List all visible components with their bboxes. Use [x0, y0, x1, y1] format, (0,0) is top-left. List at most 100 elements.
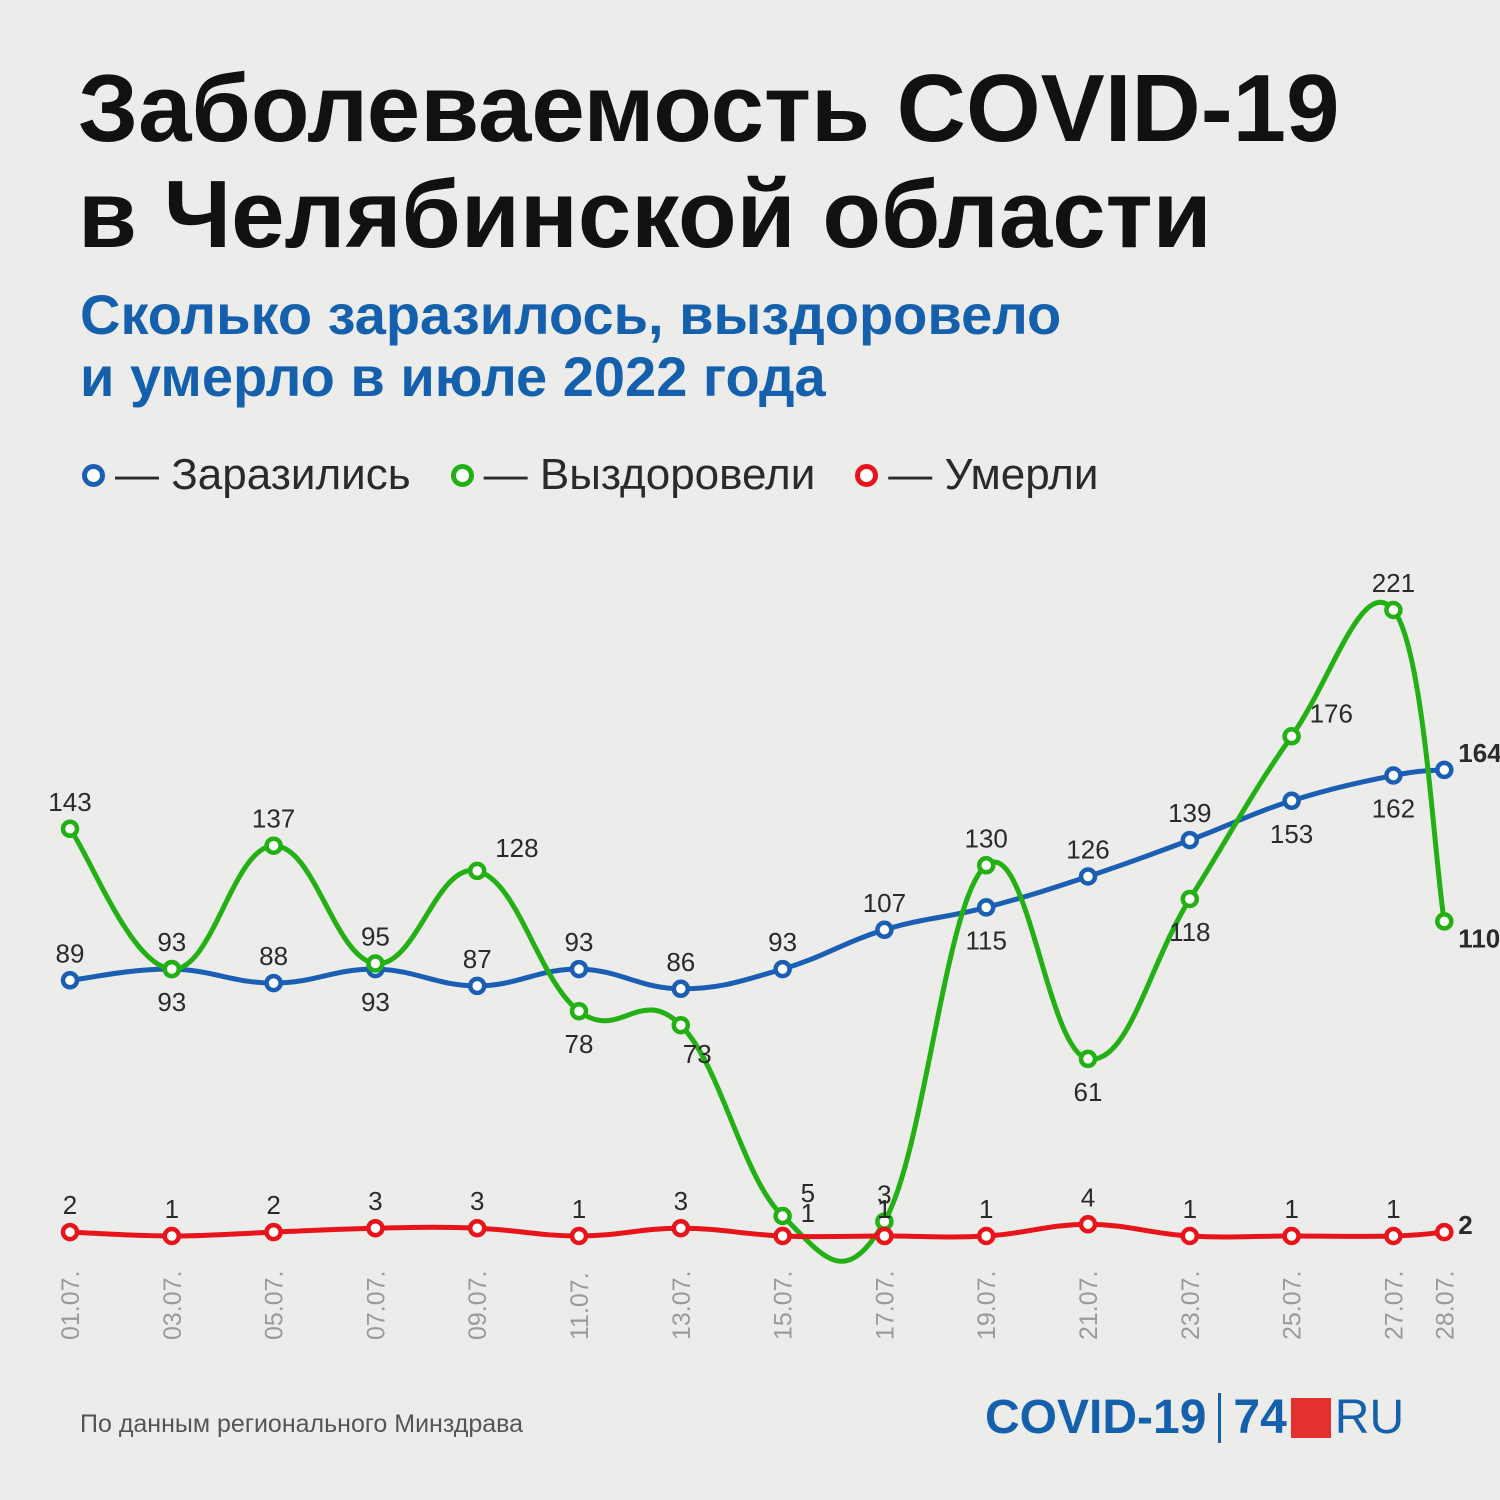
x-tick-label: 28.07. — [1431, 1270, 1459, 1340]
data-point-deaths — [467, 1218, 487, 1238]
subtitle-line-2: и умерло в июле 2022 года — [80, 345, 826, 408]
data-label-recovered: 95 — [361, 922, 390, 952]
brand-ru: RU — [1334, 1391, 1405, 1444]
data-point-recovered — [773, 1206, 792, 1226]
data-label-recovered: 221 — [1372, 568, 1415, 598]
data-point-deaths — [1384, 1226, 1403, 1246]
data-point-infected — [1180, 830, 1200, 850]
title-line-1: Заболеваемость COVID-19 — [78, 55, 1340, 162]
data-label-infected: 115 — [965, 925, 1006, 955]
data-point-recovered — [1435, 912, 1454, 931]
data-label-infected: 164 — [1458, 738, 1500, 768]
data-point-infected — [773, 959, 792, 979]
data-label-deaths: 1 — [801, 1198, 815, 1228]
data-label-deaths: 1 — [165, 1194, 179, 1224]
data-point-deaths — [1435, 1222, 1454, 1242]
data-point-deaths — [671, 1218, 691, 1238]
data-point-deaths — [875, 1226, 894, 1246]
page-title: Заболеваемость COVID-19 в Челябинской об… — [78, 56, 1339, 268]
data-label-recovered: 118 — [1169, 917, 1210, 947]
data-label-recovered: 5 — [801, 1178, 815, 1208]
data-label-deaths: 3 — [674, 1186, 688, 1216]
data-label-infected: 153 — [1270, 819, 1313, 849]
series-line-recovered — [67, 599, 1447, 1264]
data-label-infected: 126 — [1066, 835, 1109, 865]
data-label-recovered: 78 — [565, 1029, 594, 1059]
data-point-infected — [1435, 760, 1454, 780]
data-point-recovered — [1384, 600, 1403, 620]
series-infected: 89 93 88 93 87 93 86 93 107 115 126 139 153 162 164 — [56, 738, 1500, 1017]
data-point-deaths — [1078, 1215, 1098, 1234]
x-tick-label: 27.07. — [1380, 1270, 1408, 1340]
legend-item-infected: — Заразились — [82, 450, 411, 500]
data-label-deaths: 1 — [877, 1194, 891, 1224]
source-note: По данным регионального Минздрава — [80, 1410, 524, 1438]
data-point-infected — [60, 971, 80, 990]
x-tick-label: 19.07. — [973, 1270, 1001, 1340]
data-point-deaths — [1282, 1226, 1301, 1246]
brand-covid-text: COVID-19 — [985, 1391, 1207, 1444]
legend-label-deaths: — Умерли — [888, 450, 1099, 499]
data-label-deaths: 1 — [1386, 1194, 1400, 1224]
legend-item-deaths: — Умерли — [855, 450, 1098, 500]
data-label-recovered: 130 — [965, 823, 1008, 853]
x-tick-label: 03.07. — [159, 1270, 187, 1340]
data-label-recovered: 61 — [1074, 1077, 1103, 1107]
title-line-2: в Челябинской области — [78, 161, 1212, 268]
x-tick-label: 13.07. — [668, 1270, 696, 1340]
data-point-recovered — [671, 1015, 691, 1035]
data-label-recovered: 110 — [1458, 923, 1500, 953]
data-label-deaths: 3 — [368, 1186, 382, 1216]
brand-divider — [1218, 1392, 1222, 1443]
brand-logo: COVID-19 74 RU — [985, 1390, 1404, 1445]
x-tick-label: 11.07. — [566, 1272, 594, 1340]
x-tick-label: 15.07. — [770, 1270, 798, 1340]
data-point-deaths — [162, 1226, 182, 1246]
data-point-infected — [671, 979, 691, 999]
data-point-infected — [1282, 791, 1301, 811]
data-point-recovered — [264, 836, 283, 855]
data-label-recovered: 143 — [48, 787, 91, 817]
data-label-deaths: 4 — [1081, 1182, 1095, 1212]
data-point-deaths — [569, 1226, 589, 1246]
data-point-infected — [875, 920, 894, 940]
data-point-recovered — [467, 861, 487, 881]
series-deaths: 2 1 2 3 3 1 3 1 1 1 4 1 1 12 — [60, 1182, 1473, 1246]
data-point-infected — [1078, 867, 1098, 886]
data-label-deaths: 2 — [1458, 1210, 1472, 1240]
data-point-infected — [976, 898, 996, 917]
data-label-infected: 93 — [361, 987, 390, 1017]
brand-number: 74 — [1233, 1391, 1287, 1444]
x-tick-label: 01.07. — [57, 1270, 85, 1340]
data-point-deaths — [366, 1218, 385, 1238]
data-label-deaths: 1 — [1183, 1194, 1197, 1224]
data-label-deaths: 2 — [63, 1190, 77, 1220]
data-label-deaths: 2 — [266, 1190, 280, 1220]
data-label-recovered: 73 — [683, 1039, 712, 1069]
data-point-deaths — [60, 1222, 80, 1242]
legend-marker-recovered — [450, 463, 474, 487]
subtitle-line-1: Сколько заразилось, выздоровело — [80, 283, 1062, 346]
data-point-recovered — [569, 1001, 589, 1021]
brand-square-icon — [1290, 1397, 1331, 1438]
data-point-recovered — [1078, 1049, 1098, 1069]
data-point-recovered — [976, 856, 996, 875]
data-label-infected: 93 — [565, 927, 594, 957]
data-label-infected: 93 — [768, 927, 797, 957]
legend-marker-infected — [82, 463, 105, 487]
legend-label-infected: — Заразились — [115, 450, 411, 499]
data-label-recovered: 128 — [495, 833, 538, 863]
data-label-infected: 93 — [157, 927, 186, 957]
data-point-recovered — [60, 819, 80, 839]
x-tick-label: 25.07. — [1279, 1270, 1307, 1340]
page-subtitle: Сколько заразилось, выздоровело и умерло… — [80, 284, 1061, 408]
x-tick-label: 23.07. — [1177, 1270, 1205, 1340]
data-label-recovered: 176 — [1310, 698, 1353, 728]
data-label-infected: 88 — [259, 941, 288, 971]
data-label-recovered: 137 — [252, 804, 295, 834]
x-tick-label: 21.07. — [1075, 1270, 1103, 1340]
legend-item-recovered: — Выздоровели — [450, 450, 815, 500]
x-tick-label: 09.07. — [464, 1270, 492, 1340]
data-point-recovered — [1180, 889, 1200, 909]
